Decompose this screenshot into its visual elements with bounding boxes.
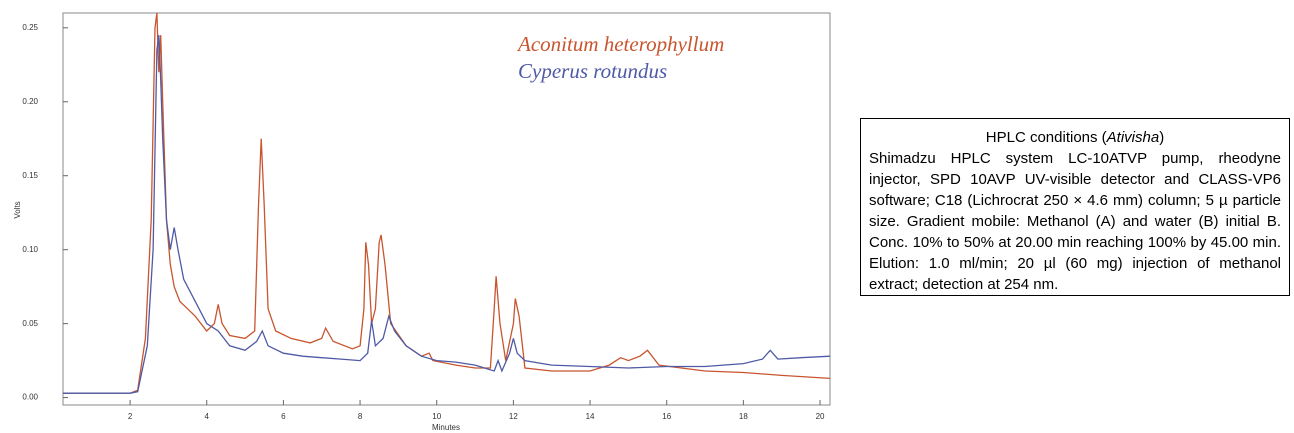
note-box: HPLC conditions (Ativisha) Shimadzu HPLC… bbox=[860, 118, 1290, 296]
chart: Volts Minutes 0.00 0.05 0.10 0.15 0.20 0.25 2 4… bbox=[13, 12, 831, 432]
x-tick-label: 2 bbox=[128, 412, 133, 421]
y-tick-label: 0.25 bbox=[22, 23, 38, 32]
note-title: HPLC conditions (Ativisha) bbox=[869, 127, 1281, 148]
note-body: Shimadzu HPLC system LC-10ATVP pump, rhe… bbox=[869, 150, 1281, 293]
series-line bbox=[63, 35, 831, 394]
x-tick-label: 18 bbox=[739, 412, 748, 421]
note-title-text: ) bbox=[1159, 129, 1165, 146]
y-tick-label: 0.00 bbox=[22, 393, 38, 402]
x-tick-label: 8 bbox=[358, 412, 363, 421]
x-tick-label: 20 bbox=[816, 412, 825, 421]
y-tick-label: 0.05 bbox=[22, 319, 38, 328]
note-title-italic: Ativisha bbox=[1106, 129, 1160, 146]
y-tick-label: 0.15 bbox=[22, 171, 38, 180]
legend-label: Aconitum heterophyllum bbox=[516, 32, 724, 56]
x-axis-label: Minutes bbox=[432, 423, 460, 432]
plot-frame bbox=[62, 12, 831, 406]
note-title-text: HPLC conditions ( bbox=[985, 129, 1107, 146]
y-tick-label: 0.10 bbox=[22, 245, 38, 254]
x-tick-label: 16 bbox=[662, 412, 671, 421]
x-tick-label: 10 bbox=[432, 412, 441, 421]
legend-label: Cyperus rotundus bbox=[518, 59, 667, 83]
x-tick-label: 6 bbox=[281, 412, 286, 421]
x-tick-label: 14 bbox=[586, 412, 595, 421]
x-tick-label: 4 bbox=[205, 412, 210, 421]
y-axis-label: Volts bbox=[13, 201, 22, 218]
series-line bbox=[63, 12, 831, 394]
y-tick-label: 0.20 bbox=[22, 97, 38, 106]
x-tick-label: 12 bbox=[509, 412, 518, 421]
